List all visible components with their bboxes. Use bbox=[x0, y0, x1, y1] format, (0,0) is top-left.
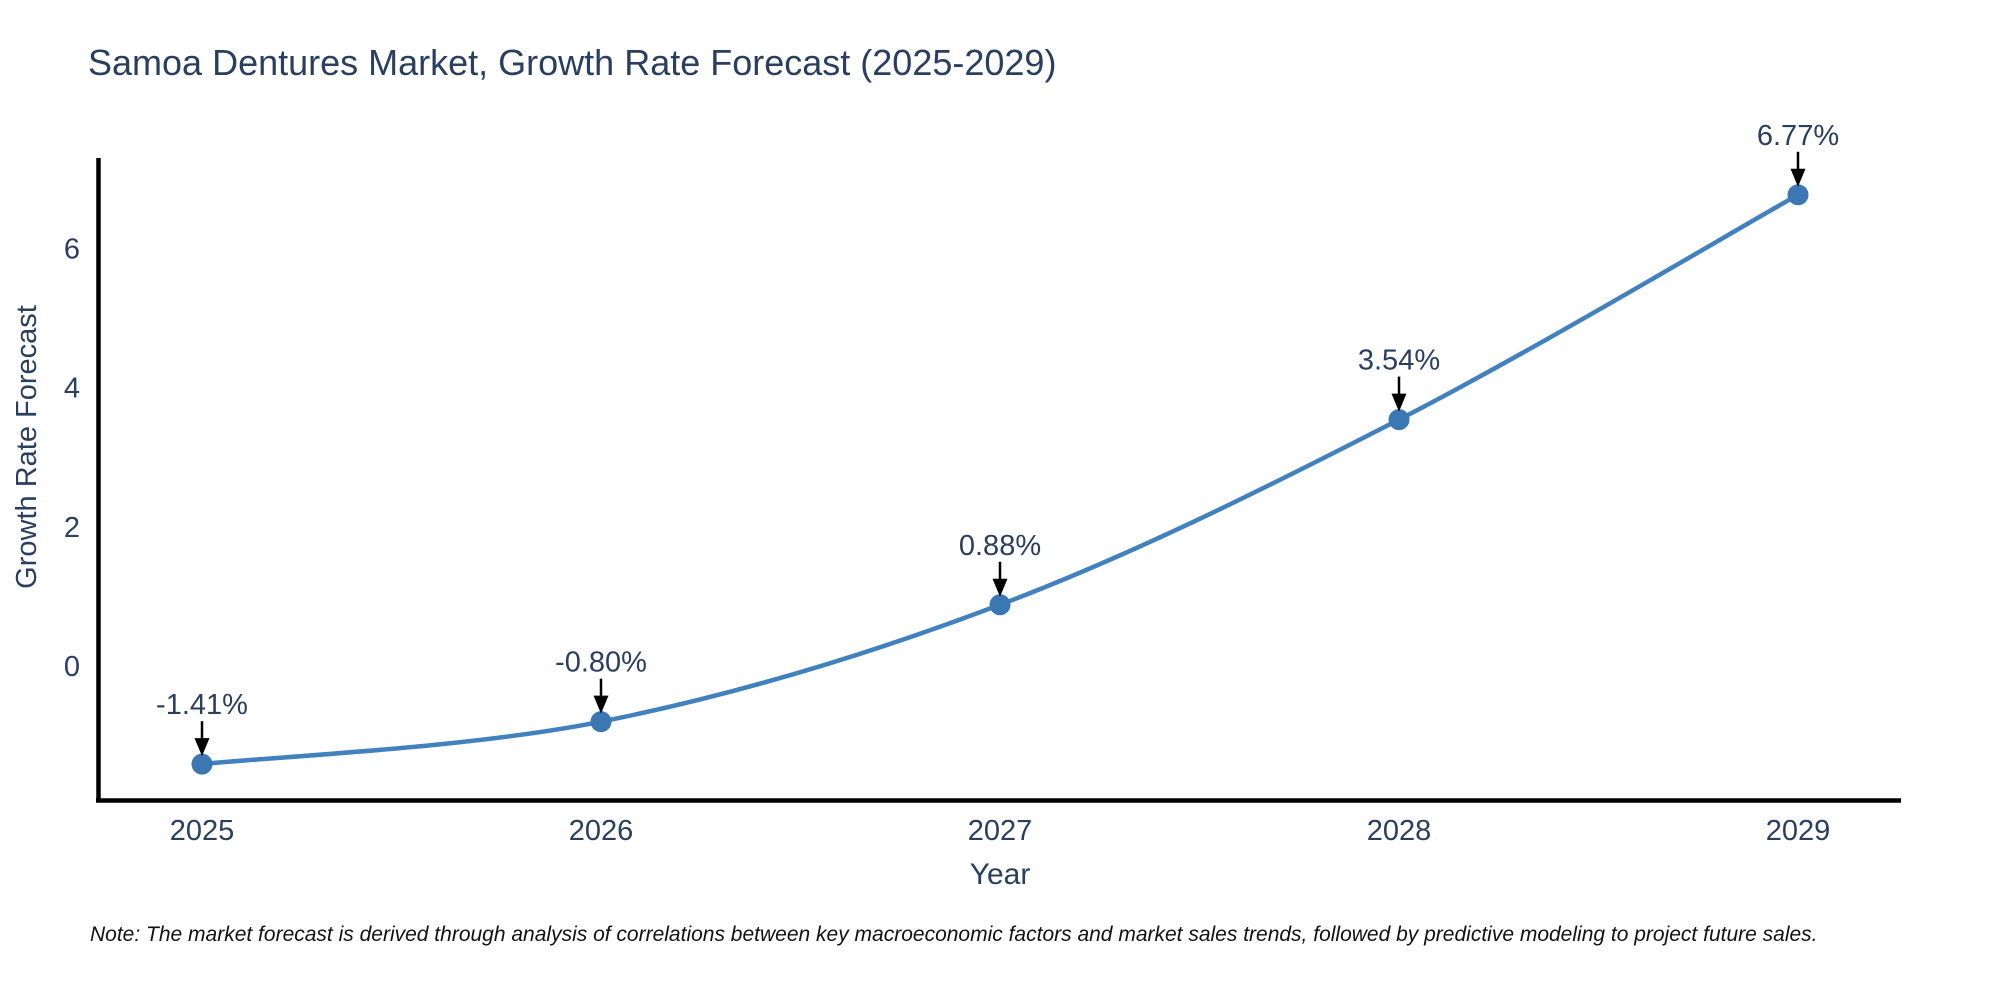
chart-title: Samoa Dentures Market, Growth Rate Forec… bbox=[88, 42, 1056, 83]
x-tick-label: 2027 bbox=[968, 815, 1033, 847]
x-tick-label: 2028 bbox=[1367, 815, 1432, 847]
x-tick-label: 2026 bbox=[569, 815, 634, 847]
point-value-label: 6.77% bbox=[1757, 120, 1839, 152]
y-tick-label: 6 bbox=[64, 233, 80, 265]
y-axis-tick-labels: 0 2 4 6 bbox=[64, 233, 80, 683]
point-value-label: -1.41% bbox=[156, 689, 248, 721]
chart-footnote: Note: The market forecast is derived thr… bbox=[90, 923, 1818, 946]
data-point-marker bbox=[1787, 184, 1809, 206]
annotation-arrow-head bbox=[992, 578, 1008, 597]
y-tick-label: 0 bbox=[64, 651, 80, 683]
x-axis-title: Year bbox=[970, 858, 1031, 891]
annotation-arrow-head bbox=[1790, 168, 1806, 187]
y-tick-label: 2 bbox=[64, 512, 80, 544]
annotation-arrow-head bbox=[593, 695, 609, 714]
x-axis-tick-labels: 2025 2026 2027 2028 2029 bbox=[170, 815, 1831, 847]
forecast-line bbox=[199, 192, 1801, 767]
x-tick-label: 2025 bbox=[170, 815, 235, 847]
point-value-label: 0.88% bbox=[959, 530, 1041, 562]
y-tick-label: 4 bbox=[64, 373, 80, 405]
data-point-marker bbox=[191, 753, 213, 775]
forecast-point-markers bbox=[191, 184, 1809, 775]
data-point-marker bbox=[590, 711, 612, 733]
point-value-label: 3.54% bbox=[1358, 345, 1440, 377]
annotation-arrow-head bbox=[1391, 393, 1407, 412]
forecast-line-series bbox=[199, 192, 1801, 767]
data-point-marker bbox=[1388, 409, 1410, 431]
data-point-marker bbox=[989, 594, 1011, 616]
y-axis-title: Growth Rate Forecast bbox=[11, 305, 43, 589]
point-annotations: -1.41% -0.80% 0.88% 3.54% 6.77% bbox=[156, 120, 1839, 757]
point-value-label: -0.80% bbox=[555, 647, 647, 679]
annotation-arrow-head bbox=[194, 738, 210, 757]
x-tick-label: 2029 bbox=[1766, 815, 1831, 847]
